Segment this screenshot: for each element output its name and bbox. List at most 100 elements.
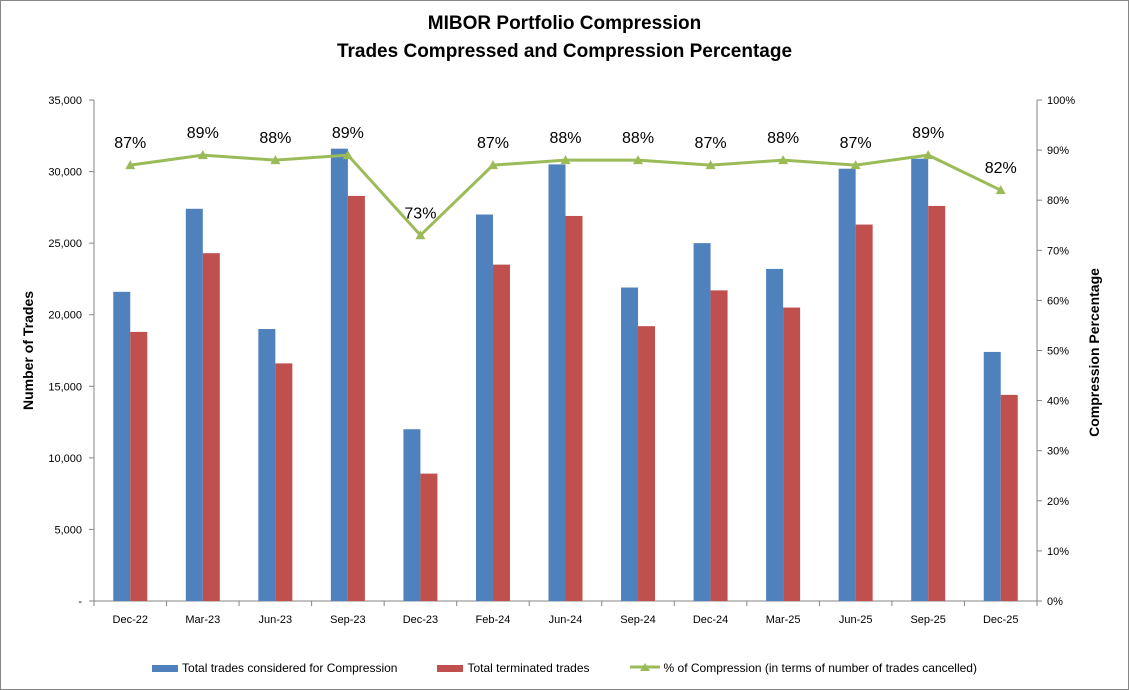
- data-label: 88%: [259, 130, 291, 147]
- bar-considered: [621, 287, 639, 601]
- y-tick-label: 15,000: [48, 381, 82, 393]
- bar-terminated: [202, 253, 220, 602]
- y-axis-title: Number of Trades: [20, 291, 36, 410]
- y-tick-label: -: [78, 596, 82, 608]
- data-label: 87%: [114, 135, 146, 152]
- line-marker: [778, 155, 789, 165]
- y2-tick-label: 60%: [1047, 295, 1069, 307]
- bar-considered: [330, 148, 348, 601]
- bar-terminated: [710, 290, 728, 601]
- data-label: 87%: [695, 135, 727, 152]
- y2-tick-label: 40%: [1047, 396, 1069, 408]
- bar-considered: [403, 429, 421, 601]
- bar-terminated: [638, 326, 656, 601]
- x-tick-label: Sep-24: [620, 614, 655, 626]
- legend-swatch: [437, 664, 464, 672]
- legend-label: % of Compression (in terms of number of …: [663, 661, 977, 675]
- y2-axis-title: Compression Percentage: [1086, 268, 1102, 437]
- bar-terminated: [855, 224, 873, 601]
- bar-terminated: [1000, 394, 1018, 601]
- bar-considered: [983, 351, 1001, 601]
- bar-terminated: [275, 363, 293, 601]
- x-tick-label: Jun-23: [259, 614, 293, 626]
- legend-item: Total trades considered for Compression: [152, 661, 397, 675]
- x-tick-label: Sep-23: [330, 614, 365, 626]
- x-tick-label: Dec-22: [113, 614, 148, 626]
- bar-considered: [548, 164, 566, 601]
- y2-tick-label: 10%: [1047, 546, 1069, 558]
- x-tick-label: Feb-24: [476, 614, 511, 626]
- line-marker: [125, 160, 136, 170]
- legend-swatch: [629, 661, 660, 675]
- y-tick-label: 5,000: [54, 524, 82, 536]
- data-label: 73%: [404, 205, 436, 222]
- legend-item: % of Compression (in terms of number of …: [629, 661, 977, 675]
- bar-considered: [766, 268, 784, 601]
- x-tick-label: Dec-25: [983, 614, 1018, 626]
- data-label: 88%: [767, 130, 799, 147]
- y-tick-label: 35,000: [48, 95, 82, 107]
- line-marker: [487, 160, 498, 170]
- y-tick-label: 30,000: [48, 167, 82, 179]
- data-label: 89%: [912, 125, 944, 142]
- y2-tick-label: 50%: [1047, 346, 1069, 358]
- y-tick-label: 20,000: [48, 310, 82, 322]
- data-label: 88%: [622, 130, 654, 147]
- bar-terminated: [130, 331, 148, 601]
- x-tick-label: Jun-25: [839, 614, 873, 626]
- x-tick-label: Mar-23: [185, 614, 220, 626]
- data-label: 87%: [477, 135, 509, 152]
- legend: Total trades considered for Compression T…: [1, 661, 1128, 675]
- legend-label: Total trades considered for Compression: [182, 661, 398, 675]
- x-tick-label: Dec-23: [403, 614, 438, 626]
- line-marker: [705, 160, 716, 170]
- legend-label: Total terminated trades: [467, 661, 590, 675]
- data-label: 82%: [985, 160, 1017, 177]
- bar-terminated: [928, 205, 946, 601]
- bar-terminated: [492, 264, 510, 601]
- x-tick-label: Dec-24: [693, 614, 728, 626]
- line-marker: [270, 155, 281, 165]
- y2-tick-label: 90%: [1047, 145, 1069, 157]
- line-marker: [850, 160, 861, 170]
- x-tick-label: Sep-25: [910, 614, 945, 626]
- x-tick-label: Jun-24: [549, 614, 583, 626]
- line-marker: [633, 155, 644, 165]
- line-marker: [923, 150, 934, 160]
- y2-tick-label: 30%: [1047, 446, 1069, 458]
- bar-terminated: [783, 307, 801, 601]
- bar-considered: [838, 168, 856, 602]
- line-marker: [342, 150, 353, 160]
- y2-tick-label: 80%: [1047, 195, 1069, 207]
- bar-terminated: [347, 195, 365, 602]
- bar-considered: [911, 158, 929, 601]
- data-label: 89%: [332, 125, 364, 142]
- x-tick-label: Mar-25: [766, 614, 801, 626]
- y-tick-label: 10,000: [48, 453, 82, 465]
- data-label: 89%: [187, 125, 219, 142]
- legend-swatch: [152, 664, 179, 672]
- y2-tick-label: 0%: [1047, 596, 1063, 608]
- line-marker: [197, 150, 208, 160]
- line-marker: [560, 155, 571, 165]
- bar-considered: [185, 208, 203, 601]
- bar-considered: [693, 243, 711, 601]
- line-marker: [415, 230, 426, 240]
- y2-tick-label: 100%: [1047, 95, 1075, 107]
- bar-terminated: [565, 215, 583, 601]
- bar-considered: [113, 291, 131, 601]
- bar-considered: [258, 329, 276, 601]
- y2-tick-label: 20%: [1047, 496, 1069, 508]
- chart-title: MIBOR Portfolio Compression: [427, 13, 702, 34]
- chart-subtitle: Trades Compressed and Compression Percen…: [336, 41, 793, 62]
- legend-item: Total terminated trades: [437, 661, 590, 675]
- data-label: 88%: [549, 130, 581, 147]
- data-label: 87%: [840, 135, 872, 152]
- bar-terminated: [420, 473, 438, 601]
- line-marker: [995, 185, 1006, 195]
- bar-considered: [475, 214, 493, 601]
- y2-tick-label: 70%: [1047, 245, 1069, 257]
- y-tick-label: 25,000: [48, 238, 82, 250]
